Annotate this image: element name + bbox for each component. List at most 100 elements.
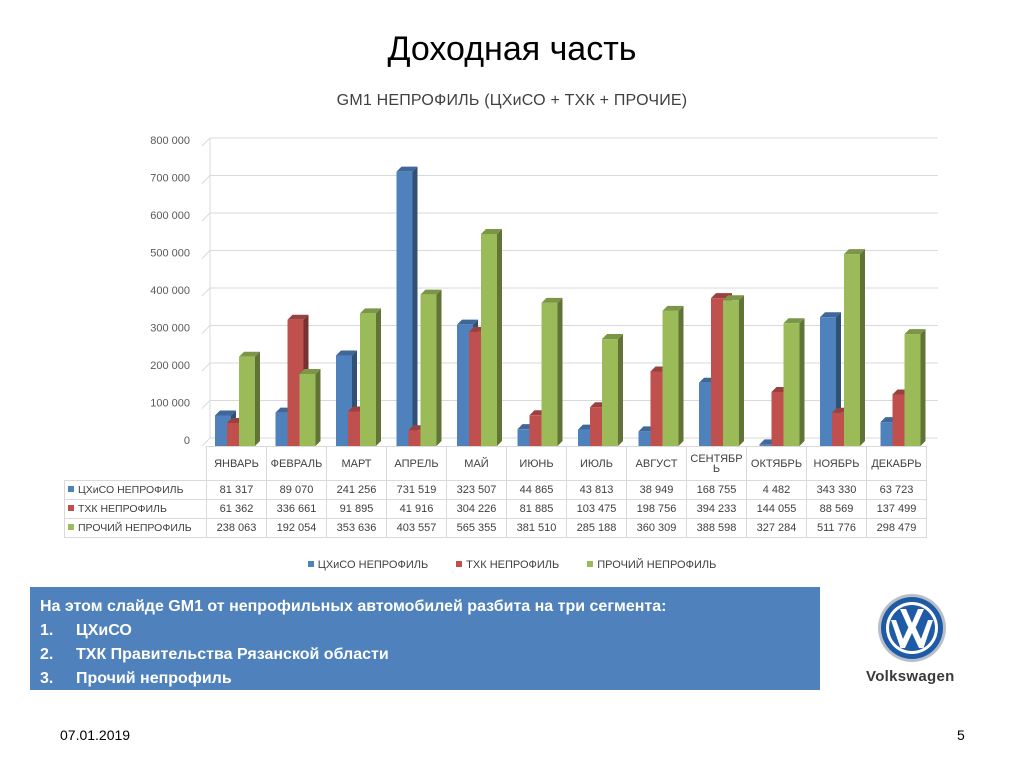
- gridline-depth: [201, 362, 211, 372]
- y-tick-label: 0: [184, 435, 190, 446]
- gridline-depth: [201, 437, 211, 446]
- data-label: 353 636: [326, 518, 387, 538]
- data-label: 241 256: [326, 480, 387, 500]
- volkswagen-wordmark: Volkswagen: [866, 668, 955, 685]
- table-corner: [65, 447, 207, 481]
- info-box-item: 1. ЦХиСО: [40, 619, 810, 643]
- bar: [396, 166, 418, 446]
- data-label: 403 557: [386, 518, 447, 538]
- x-tick-label: ОКТЯБРЬ: [746, 446, 807, 481]
- info-item-text: Прочий непрофиль: [76, 670, 232, 687]
- data-label: 81 317: [206, 480, 267, 500]
- data-label: 137 499: [866, 499, 927, 519]
- y-tick-label: 400 000: [150, 285, 190, 297]
- x-tick-label: НОЯБРЬ: [806, 446, 867, 481]
- legend-item: ТХК НЕПРОФИЛЬ: [456, 559, 559, 571]
- info-item-number: 3.: [40, 670, 54, 687]
- data-label: 41 916: [386, 499, 447, 519]
- data-label: 103 475: [566, 499, 627, 519]
- data-label: 38 949: [626, 480, 687, 500]
- bar: [602, 334, 623, 446]
- x-tick-label: СЕНТЯБР Ь: [686, 446, 747, 481]
- data-label: 63 723: [866, 480, 927, 500]
- bar: [662, 305, 684, 446]
- gridline-depth: [201, 137, 211, 147]
- gridline-depth: [201, 287, 211, 297]
- chart-data-table: ЯНВАРЬ ФЕВРАЛЬ МАРТ АПРЕЛЬ МАЙ ИЮНЬ ИЮЛЬ АВГУСТ…: [64, 446, 927, 538]
- bar: [420, 289, 442, 446]
- legend-swatch: [68, 505, 74, 512]
- data-label: 298 479: [866, 518, 927, 538]
- x-tick-label: АПРЕЛЬ: [386, 446, 447, 481]
- page-number: 5: [957, 727, 965, 743]
- y-tick-label: 500 000: [150, 248, 190, 260]
- bar: [783, 318, 805, 446]
- slide-title: Доходная часть: [387, 30, 637, 68]
- gridline-depth: [201, 250, 211, 259]
- data-label: 381 510: [506, 518, 567, 538]
- data-label: 343 330: [806, 480, 867, 500]
- bar: [360, 308, 381, 446]
- volkswagen-logo-icon: [878, 594, 946, 662]
- y-tick-label: 800 000: [150, 135, 190, 147]
- info-item-text: ЦХиСО: [76, 622, 132, 639]
- data-label: 192 054: [266, 518, 327, 538]
- data-label: 323 507: [446, 480, 507, 500]
- chart-legend: ЦХиСО НЕПРОФИЛЬ ТХК НЕПРОФИЛЬ ПРОЧИЙ НЕПРО…: [0, 559, 1024, 571]
- data-label: 511 776: [806, 518, 867, 538]
- chart-title: GM1 НЕПРОФИЛЬ (ЦХиСО + ТХК + ПРОЧИЕ): [336, 92, 688, 109]
- y-tick-label: 300 000: [150, 323, 190, 335]
- data-label: 88 569: [806, 499, 867, 519]
- data-label: 304 226: [446, 499, 507, 519]
- data-label: 61 362: [206, 499, 267, 519]
- y-tick-label: 200 000: [150, 360, 190, 372]
- footer-date: 07.01.2019: [60, 727, 131, 743]
- x-tick-label: ИЮЛЬ: [566, 446, 627, 481]
- bar: [904, 329, 926, 446]
- data-label: 285 188: [566, 518, 627, 538]
- data-label: 4 482: [746, 480, 807, 500]
- legend-swatch: [307, 561, 314, 568]
- bar: [541, 297, 563, 446]
- data-label: 565 355: [446, 518, 507, 538]
- data-label: 238 063: [206, 518, 267, 538]
- data-label: 168 755: [686, 480, 747, 500]
- legend-label: ПРОЧИЙ НЕПРОФИЛЬ: [597, 559, 717, 571]
- gridline-depth: [201, 400, 211, 409]
- bar: [481, 228, 502, 446]
- gridline-depth: [201, 212, 211, 222]
- legend-label: ЦХиСО НЕПРОФИЛЬ: [317, 559, 429, 571]
- bar: [239, 351, 260, 446]
- series-name: ТХК НЕПРОФИЛЬ: [64, 499, 207, 519]
- series-name: ЦХиСО НЕПРОФИЛЬ: [64, 480, 207, 500]
- data-label: 336 661: [266, 499, 327, 519]
- legend-label: ТХК НЕПРОФИЛЬ: [466, 559, 560, 571]
- bar: [844, 249, 865, 446]
- table-row: ТХК НЕПРОФИЛЬ 61 362 336 661 91 895 41 916 30…: [64, 499, 927, 519]
- data-label: 89 070: [266, 480, 327, 500]
- info-box-item: 3. Прочий непрофиль: [40, 667, 810, 691]
- gridline-depth: [201, 325, 211, 334]
- bar-chart-plot: 0 100 000 200 000 300 000 400 000 500 000 600 …: [150, 135, 938, 446]
- series-name: ПРОЧИЙ НЕПРОФИЛЬ: [64, 518, 207, 538]
- x-tick-label: МАРТ: [326, 446, 387, 481]
- x-tick-label: АВГУСТ: [626, 446, 687, 481]
- legend-swatch: [68, 524, 74, 531]
- info-item-text: ТХК Правительства Рязанской области: [76, 646, 389, 663]
- data-label: 44 865: [506, 480, 567, 500]
- legend-swatch: [456, 561, 463, 568]
- data-label: 388 598: [686, 518, 747, 538]
- info-item-number: 1.: [40, 622, 54, 639]
- y-tick-label: 100 000: [150, 398, 190, 410]
- info-box-item: 2. ТХК Правительства Рязанской области: [40, 643, 810, 667]
- bar: [723, 295, 744, 446]
- legend-item: ПРОЧИЙ НЕПРОФИЛЬ: [587, 559, 716, 571]
- bar: [299, 368, 321, 446]
- data-label: 394 233: [686, 499, 747, 519]
- info-item-number: 2.: [40, 646, 54, 663]
- legend-item: ЦХиСО НЕПРОФИЛЬ: [307, 559, 429, 571]
- data-label: 81 885: [506, 499, 567, 519]
- gridline-depth: [201, 175, 211, 184]
- y-tick-label: 700 000: [150, 173, 190, 185]
- data-label: 91 895: [326, 499, 387, 519]
